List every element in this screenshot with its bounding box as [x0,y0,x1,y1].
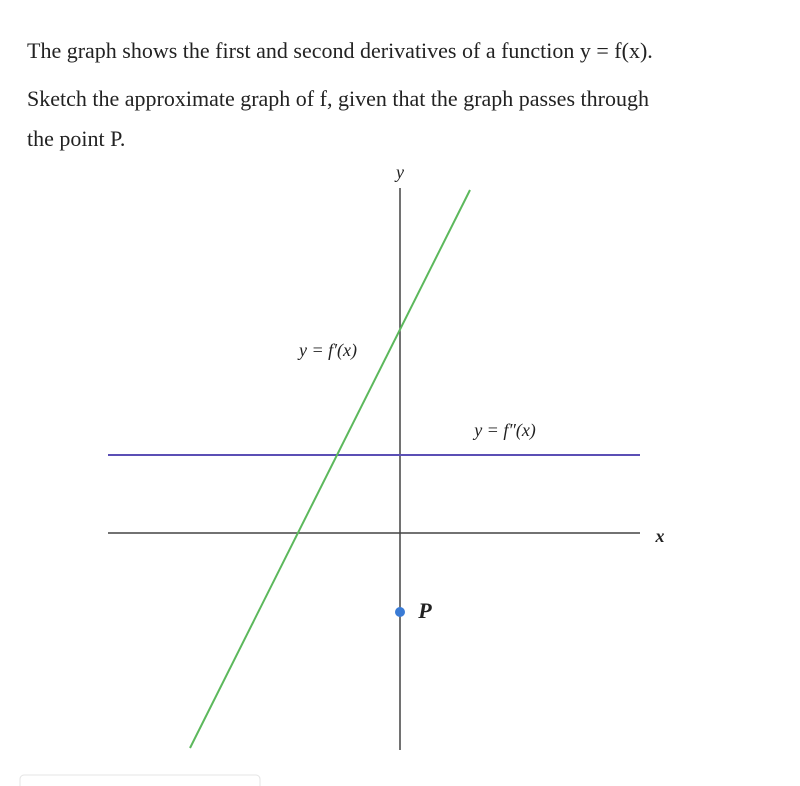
x-axis-label: x [655,526,665,546]
question-line: The graph shows the first and second der… [27,38,653,63]
first-derivative-line [189,189,471,749]
first-derivative-label: y = f′(x) [297,340,357,361]
point-label: P [417,598,432,623]
second-derivative-label: y = f″(x) [472,420,536,441]
question-line: the point P. [27,126,126,151]
question-line: Sketch the approximate graph of f, given… [27,86,649,111]
point-p [395,607,405,617]
y-axis-label: y [394,162,404,182]
input-box [19,774,261,786]
